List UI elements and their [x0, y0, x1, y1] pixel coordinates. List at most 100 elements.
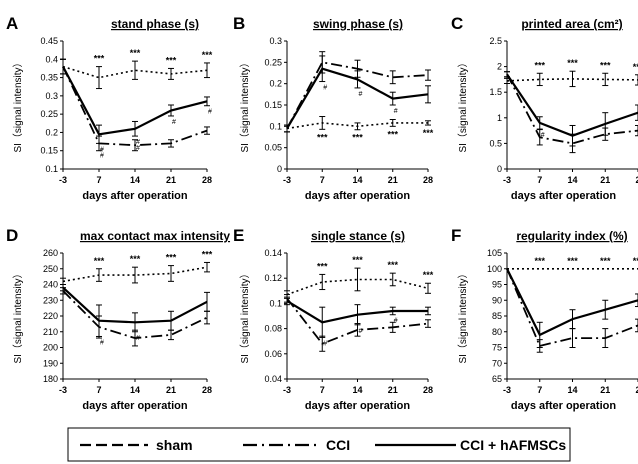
y-tick-label: 70 [492, 358, 502, 368]
legend-box [67, 427, 571, 462]
y-tick-label: 0.06 [264, 349, 282, 359]
x-tick-label: 2 [635, 175, 638, 185]
x-tick-label: 7 [320, 175, 325, 185]
significance-label: # [541, 132, 545, 139]
series-cci-hafmscs [284, 55, 431, 133]
significance-label: # [136, 145, 140, 152]
y-tick-label: 0.3 [45, 91, 58, 101]
y-tick-label: 75 [492, 343, 502, 353]
x-tick-label: 21 [600, 175, 610, 185]
significance-label: *** [317, 261, 328, 271]
x-tick-label: 7 [96, 385, 101, 395]
significance-label: # [394, 318, 398, 325]
legend-item: CCI + hAFMSCs [460, 437, 566, 453]
x-axis-label: days after operation [511, 400, 616, 412]
y-axis-label: SI（signal intensity） [457, 268, 469, 363]
panel-letter: F [451, 226, 461, 245]
y-tick-label: 0 [277, 164, 282, 174]
significance-label: *** [633, 62, 638, 72]
y-tick-label: 2 [497, 62, 502, 72]
significance-label: # [208, 109, 212, 116]
x-tick-label: -3 [283, 385, 291, 395]
series-cci [504, 71, 638, 154]
series-cci-hafmscs [506, 268, 638, 348]
x-axis-label: days after operation [305, 400, 410, 412]
significance-label: # [172, 119, 176, 126]
y-axis-label: SI（signal intensity） [12, 57, 24, 152]
x-tick-label: 28 [423, 175, 433, 185]
series-sham [284, 267, 431, 299]
x-axis-label: days after operation [305, 190, 410, 202]
y-tick-label: 0.25 [40, 109, 58, 119]
y-tick-label: 0.12 [264, 273, 282, 283]
y-tick-label: 0.04 [264, 374, 282, 384]
series-line [286, 297, 429, 345]
significance-label: # [323, 340, 327, 347]
y-tick-label: 80 [492, 327, 502, 337]
significance-label: *** [202, 50, 213, 60]
y-tick-label: 0.5 [489, 138, 502, 148]
x-axis-label: days after operation [511, 190, 616, 202]
x-axis-label: days after operation [82, 400, 187, 412]
panel-title: stand phase (s) [111, 17, 199, 31]
x-tick-label: -3 [503, 175, 511, 185]
panel-title: max contact max intensity [80, 229, 230, 243]
significance-label: # [359, 328, 363, 335]
y-axis-label: SI（signal intensity） [239, 57, 251, 152]
significance-label: *** [387, 129, 398, 139]
panel-letter: E [233, 226, 244, 245]
y-tick-label: 260 [43, 248, 58, 258]
x-tick-label: 7 [96, 175, 101, 185]
y-tick-label: 90 [492, 295, 502, 305]
significance-label: *** [423, 270, 434, 280]
y-tick-label: 0.45 [40, 36, 58, 46]
y-tick-label: 0.2 [269, 79, 282, 89]
significance-label: # [323, 85, 327, 92]
y-tick-label: 0.14 [264, 248, 282, 258]
y-tick-label: 0.1 [269, 298, 282, 308]
x-tick-label: 7 [537, 385, 542, 395]
series-cci-hafmscs [60, 284, 210, 337]
y-tick-label: 2.5 [489, 36, 502, 46]
series-cci-hafmscs [504, 71, 638, 147]
y-tick-label: 0.08 [264, 324, 282, 334]
series-cci-hafmscs [60, 58, 210, 144]
significance-label: *** [600, 60, 611, 70]
x-axis-label: days after operation [82, 190, 187, 202]
significance-label: *** [130, 48, 141, 58]
series-line [62, 65, 208, 79]
x-tick-label: -3 [59, 175, 67, 185]
x-tick-label: -3 [283, 175, 291, 185]
y-axis-label: SI（signal intensity） [457, 57, 469, 152]
significance-label: *** [352, 255, 363, 265]
significance-label: # [136, 335, 140, 342]
y-tick-label: 95 [492, 280, 502, 290]
y-tick-label: 0.4 [45, 54, 58, 64]
significance-label: *** [534, 60, 545, 70]
y-tick-label: 200 [43, 343, 58, 353]
series-line [506, 73, 638, 145]
x-tick-label: 14 [130, 385, 140, 395]
y-tick-label: 250 [43, 264, 58, 274]
y-tick-label: 0.15 [40, 146, 58, 156]
panel-title: regularity index (%) [516, 229, 627, 243]
series-sham [284, 116, 431, 133]
y-tick-label: 85 [492, 311, 502, 321]
x-tick-label: -3 [503, 385, 511, 395]
y-tick-label: 240 [43, 280, 58, 290]
x-tick-label: 7 [537, 175, 542, 185]
panel-letter: C [451, 14, 463, 33]
panel-letter: D [6, 226, 18, 245]
y-tick-label: 0.3 [269, 36, 282, 46]
panel-title: swing phase (s) [313, 17, 403, 31]
y-tick-label: 105 [487, 248, 502, 258]
significance-label: *** [567, 256, 578, 266]
series-sham [504, 70, 638, 88]
y-axis-label: SI（signal intensity） [12, 268, 24, 363]
significance-label: *** [567, 58, 578, 68]
